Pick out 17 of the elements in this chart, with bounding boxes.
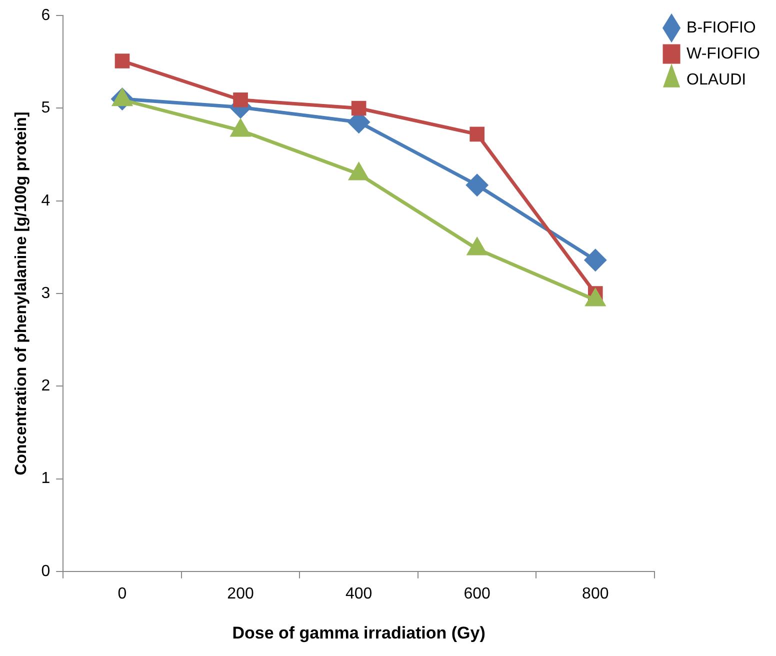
x-tick-label: 200 xyxy=(227,585,254,602)
y-tick-label: 2 xyxy=(41,378,50,395)
y-axis-title: Concentration of phenylalanine [g/100g protein] xyxy=(13,112,30,476)
y-tick-label: 4 xyxy=(41,192,50,210)
y-tick-label: 0 xyxy=(41,562,50,580)
x-tick-label: 600 xyxy=(464,585,491,602)
y-tick-label: 5 xyxy=(41,100,50,117)
y-tick-label: 6 xyxy=(41,7,50,24)
x-axis-title: Dose of gamma irradiation (Gy) xyxy=(232,623,486,642)
x-tick-label: 0 xyxy=(118,585,127,602)
legend-label: B-FIOFIO xyxy=(686,19,756,36)
legend-label: OLAUDI xyxy=(686,71,746,88)
y-tick-label: 3 xyxy=(41,284,50,302)
x-tick-label: 800 xyxy=(582,585,609,602)
x-tick-label: 400 xyxy=(345,585,372,602)
y-tick-label: 1 xyxy=(41,470,50,488)
legend-label: W-FIOFIO xyxy=(686,45,760,62)
